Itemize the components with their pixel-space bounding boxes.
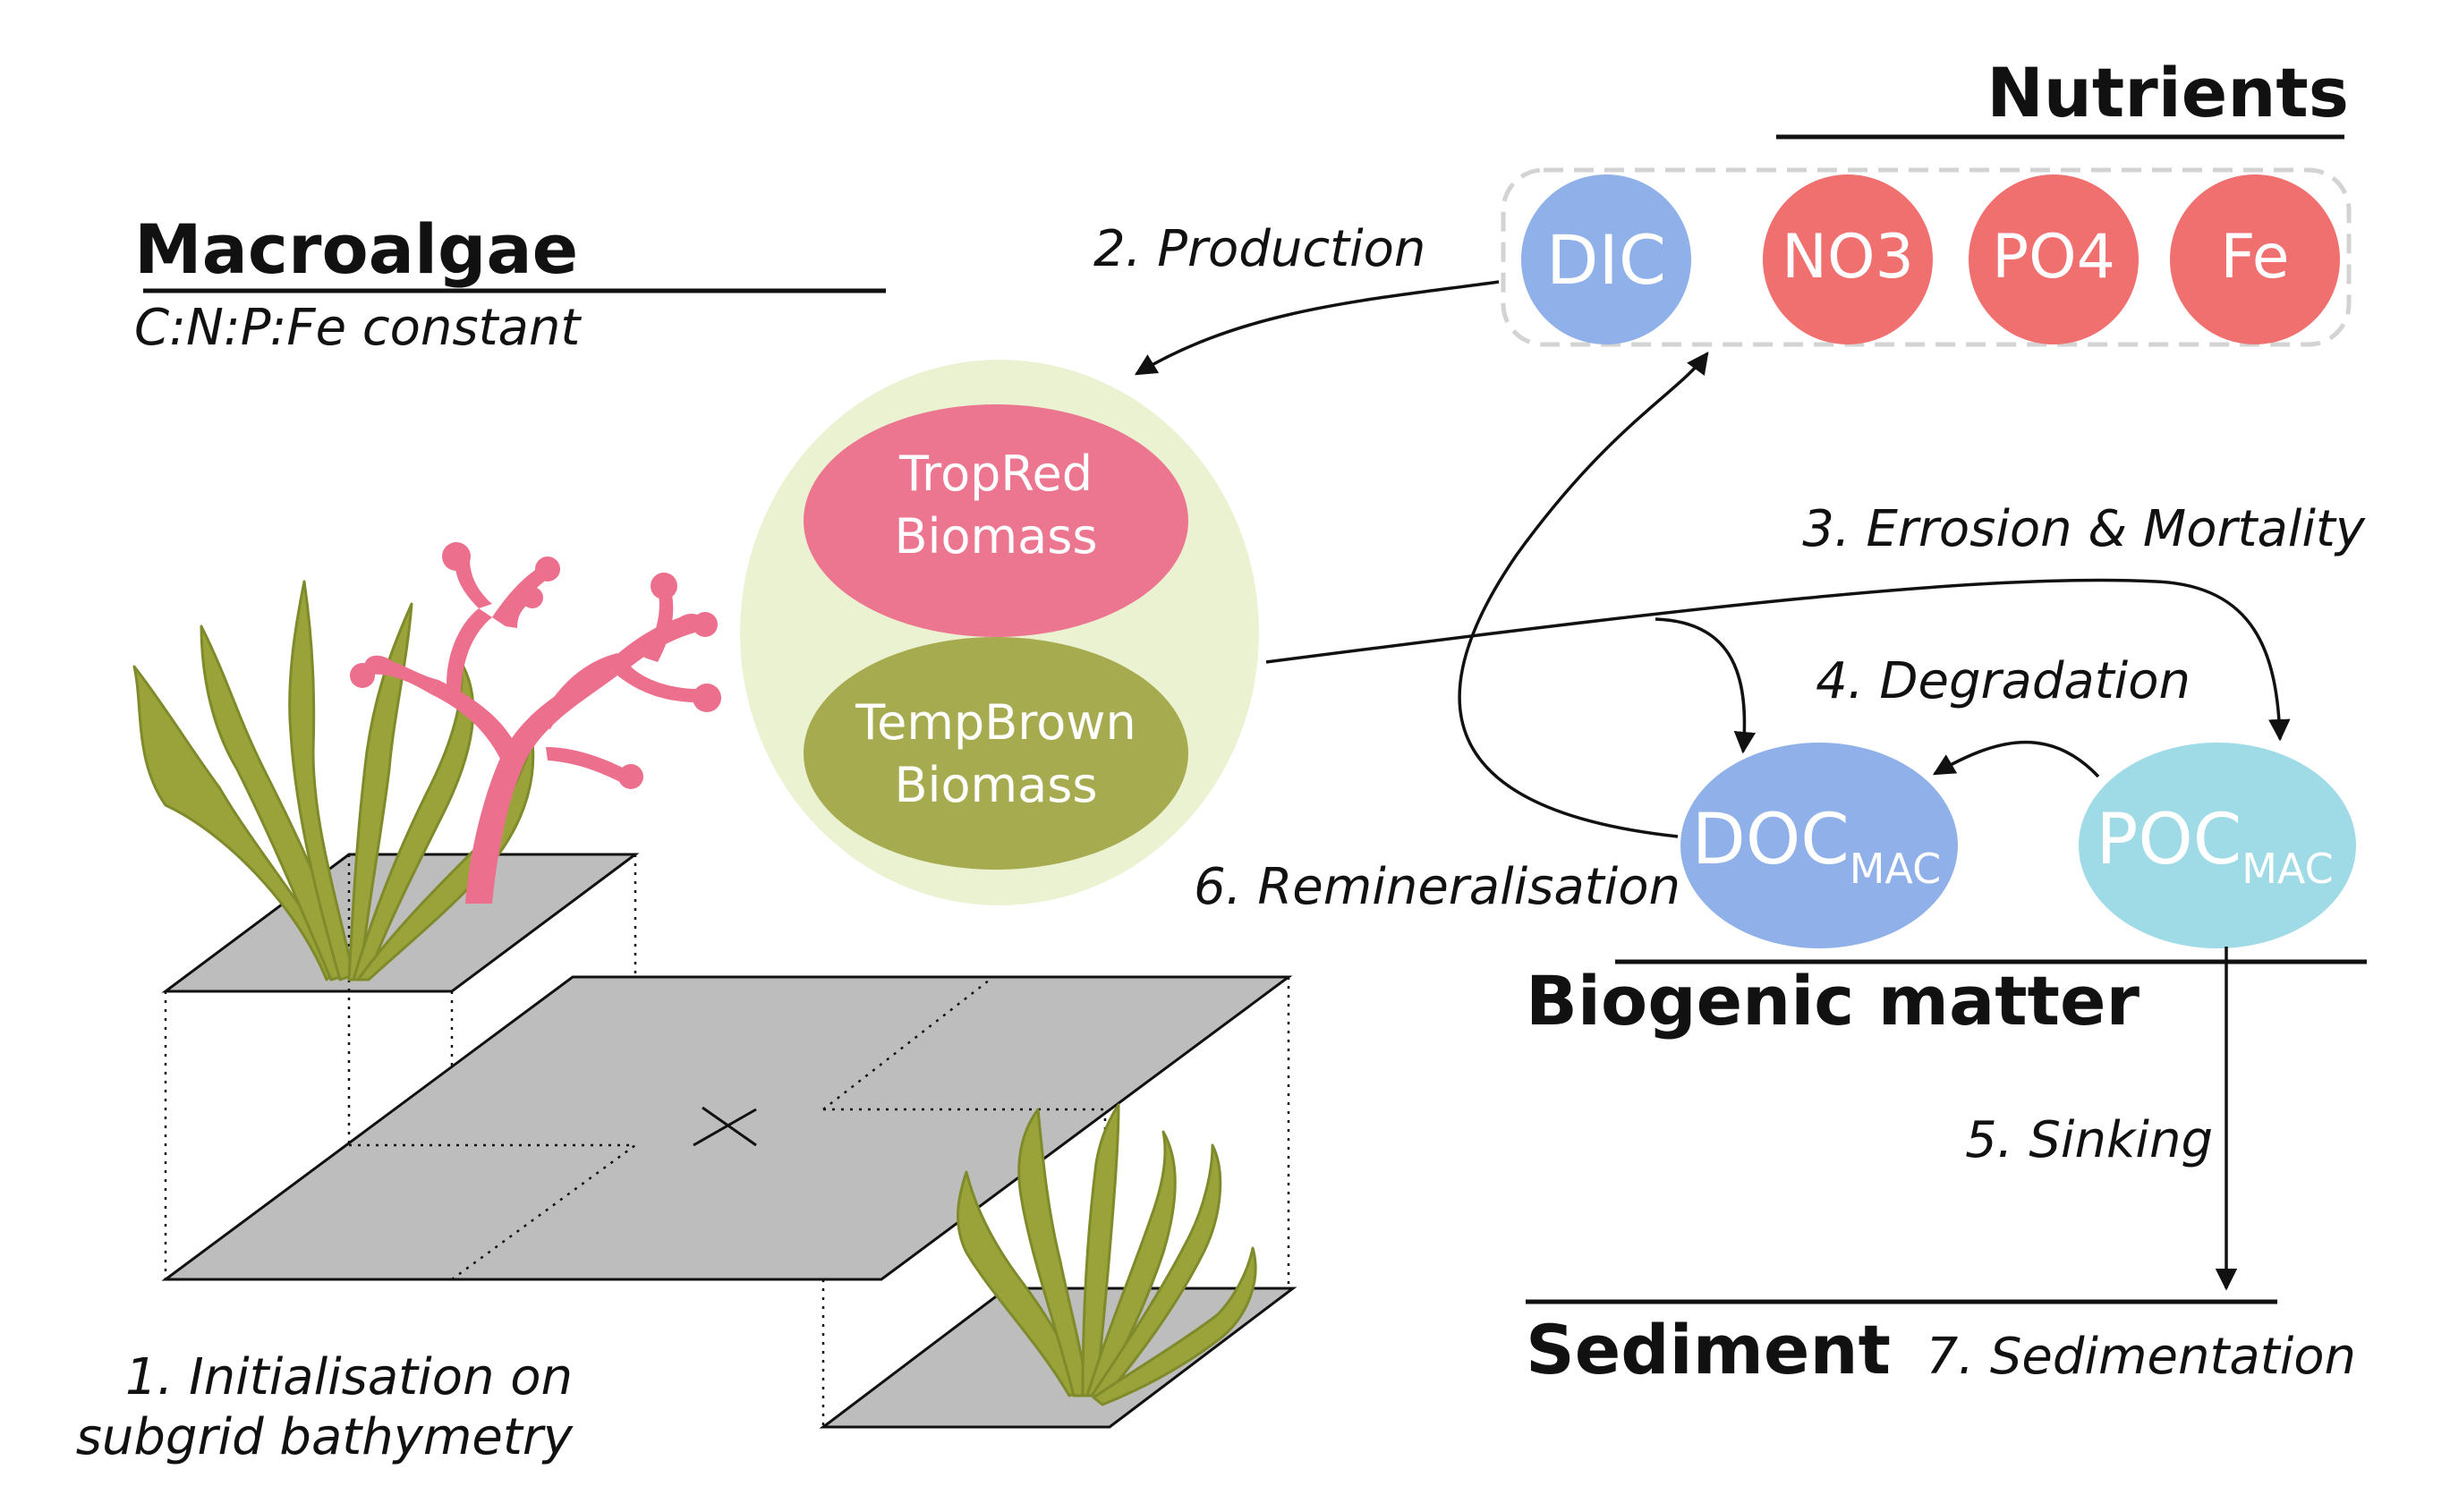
remineralisation-label: 6. Remineralisation xyxy=(1194,858,1680,916)
tropred-label-line2: Biomass xyxy=(894,508,1097,565)
remineralisation-arrow xyxy=(1458,352,1709,838)
tempbrown-biomass-node xyxy=(804,637,1188,870)
degradation-label: 4. Degradation xyxy=(1816,652,2191,710)
production-label: 2. Production xyxy=(1093,220,1425,278)
production-arrow xyxy=(1134,280,1500,376)
degradation-arrow xyxy=(1932,740,2100,778)
sedimentation-label: 7. Sedimentation xyxy=(1927,1328,2356,1386)
tropred-biomass-node xyxy=(804,404,1188,637)
macroalgae-subtitle: C:N:P:Fe constant xyxy=(134,299,582,357)
fe-node xyxy=(2170,174,2340,344)
dic-node xyxy=(1521,174,1691,344)
initialisation-label-line1: 1. Initialisation on xyxy=(125,1348,573,1406)
nutrient-pool-box xyxy=(1501,167,2352,347)
poc-label: POCMAC xyxy=(2096,800,2333,893)
kelp-illustration-lower xyxy=(957,1103,1257,1406)
no3-label: NO3 xyxy=(1782,222,1914,293)
main-grid-plate xyxy=(161,975,1293,1281)
biogenic-heading: Biogenic matter xyxy=(1526,961,2139,1041)
fe-label: Fe xyxy=(2220,222,2289,293)
po4-label: PO4 xyxy=(1992,222,2115,293)
dic-label: DIC xyxy=(1546,220,1666,300)
doc-node xyxy=(1680,743,1958,948)
initialisation-label-line2: subgrid bathymetry xyxy=(76,1408,574,1466)
erosion-label: 3. Errosion & Mortality xyxy=(1802,500,2366,558)
doc-label: DOCMAC xyxy=(1692,800,1941,893)
kelp-illustration-upper xyxy=(132,580,535,981)
bathymetry-illustration xyxy=(132,542,1297,1429)
no3-node xyxy=(1763,174,1933,344)
sediment-heading: Sediment xyxy=(1526,1310,1891,1389)
nutrients-heading: Nutrients xyxy=(1986,53,2349,132)
erosion-to-doc-arrow xyxy=(1655,617,1757,754)
erosion-to-poc-arrow xyxy=(1265,578,2291,742)
grid-center-mark xyxy=(702,1106,757,1147)
tempbrown-label-line1: TempBrown xyxy=(855,694,1136,751)
sinking-label: 5. Sinking xyxy=(1965,1111,2213,1169)
macroalgae-heading: Macroalgae xyxy=(134,209,578,289)
coral-illustration xyxy=(350,542,721,904)
poc-node xyxy=(2079,743,2356,948)
tempbrown-label-line2: Biomass xyxy=(894,757,1097,813)
po4-node xyxy=(1969,174,2139,344)
tropred-label-line1: TropRed xyxy=(898,446,1093,502)
